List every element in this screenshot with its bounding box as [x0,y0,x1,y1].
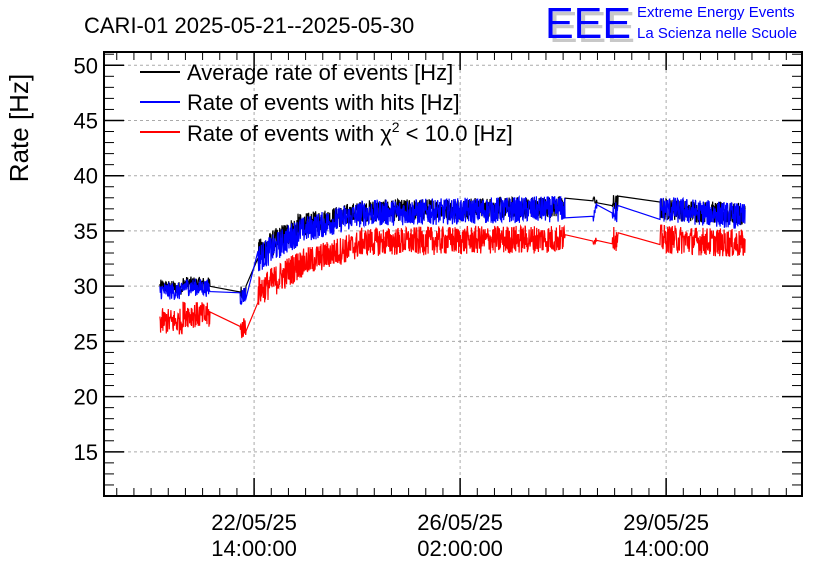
series-layer [159,194,746,339]
chart-title: CARI-01 2025-05-21--2025-05-30 [84,13,414,38]
y-tick-label: 40 [74,164,98,189]
y-tick-label: 20 [74,385,98,410]
x-tick-label-date: 22/05/25 [211,510,297,535]
legend-label-average: Average rate of events [Hz] [187,60,453,85]
series-line-chi2 [159,224,746,339]
y-tick-label: 35 [74,219,98,244]
series-line-hits [159,194,746,306]
eee-logo: EEE Extreme Energy Events La Scienza nel… [545,0,797,48]
logo-mark: EEE [545,0,631,48]
grid-lines [104,52,802,496]
y-tick-label: 15 [74,440,98,465]
x-tick-label-time: 02:00:00 [417,536,503,561]
logo-line2: La Scienza nelle Scuole [637,25,797,42]
x-tick-label-date: 26/05/25 [417,510,503,535]
y-tick-label: 30 [74,274,98,299]
x-tick-label-time: 14:00:00 [623,536,709,561]
legend-label-chi2: Rate of events with χ2 < 10.0 [Hz] [187,119,513,146]
axis-ticks: 152025303540455022/05/2514:00:0026/05/25… [74,52,802,561]
logo-line1: Extreme Energy Events [637,4,795,21]
legend-label-hits: Rate of events with hits [Hz] [187,90,460,115]
x-tick-label-time: 14:00:00 [211,536,297,561]
y-tick-label: 45 [74,108,98,133]
y-axis-label: Rate [Hz] [4,74,34,182]
plot-frame [103,51,803,497]
legend: Average rate of events [Hz] Rate of even… [140,60,513,146]
x-tick-label-date: 29/05/25 [623,510,709,535]
y-tick-label: 25 [74,329,98,354]
y-tick-label: 50 [74,53,98,78]
